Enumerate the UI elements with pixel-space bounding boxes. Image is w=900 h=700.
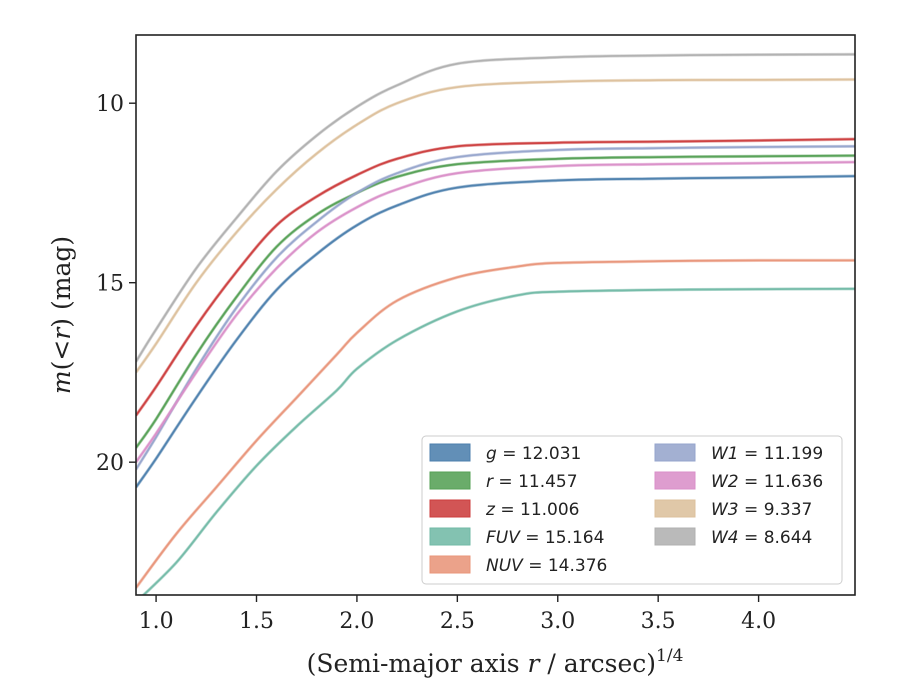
y-tick-label: 20 — [96, 451, 124, 476]
legend-swatch — [429, 527, 471, 546]
legend-item-w1: W1 = 11.199 — [654, 443, 823, 464]
legend-swatch — [654, 471, 696, 490]
legend: g = 12.031 r = 11.457 z = 11.006 FUV = 15.1… — [421, 435, 843, 585]
legend-item-fuv: FUV = 15.164 — [429, 527, 604, 548]
y-axis-label: m(<r) (mag) — [47, 236, 76, 394]
plot-curves — [136, 52, 855, 595]
legend-label: z = 11.006 — [485, 500, 579, 520]
legend-label: g = 12.031 — [486, 444, 581, 464]
x-tick-label: 4.0 — [741, 609, 776, 634]
legend-label: W1 = 11.199 — [711, 444, 823, 464]
legend-label: NUV = 14.376 — [486, 556, 607, 576]
plot-frame — [135, 34, 856, 596]
x-axis-label: (Semi-major axis r / arcsec)1/4 — [307, 646, 684, 678]
legend-label: W3 = 9.337 — [711, 500, 812, 520]
legend-item-r: r = 11.457 — [429, 471, 578, 492]
curve-z — [136, 138, 855, 417]
x-tick-label: 3.0 — [540, 609, 575, 634]
legend-item-w3: W3 = 9.337 — [654, 499, 812, 520]
x-tick-label: 3.5 — [641, 609, 676, 634]
curve-nuv — [136, 259, 855, 589]
legend-swatch — [429, 471, 471, 490]
legend-label: W4 = 8.644 — [711, 528, 812, 548]
legend-item-z: z = 11.006 — [429, 499, 579, 520]
y-axis: 10 15 20 — [96, 92, 136, 476]
legend-swatch — [654, 499, 696, 518]
x-tick-label: 1.5 — [239, 609, 274, 634]
legend-item-nuv: NUV = 14.376 — [429, 555, 607, 576]
legend-swatch — [654, 527, 696, 546]
x-tick-label: 1.0 — [139, 609, 174, 634]
legend-label: FUV = 15.164 — [486, 528, 604, 548]
legend-label: r = 11.457 — [486, 472, 578, 492]
legend-swatch — [429, 499, 471, 518]
curve-fuv — [142, 287, 855, 595]
legend-item-w2: W2 = 11.636 — [654, 471, 823, 492]
y-tick-label: 15 — [96, 272, 124, 297]
curve-w2 — [136, 161, 855, 463]
legend-item-w4: W4 = 8.644 — [654, 527, 812, 548]
y-tick-label: 10 — [96, 92, 124, 117]
legend-item-g: g = 12.031 — [429, 443, 581, 464]
curve-w1 — [136, 145, 855, 470]
x-tick-label: 2.5 — [440, 609, 475, 634]
curve-w3 — [136, 78, 855, 373]
curve-r — [136, 154, 855, 449]
legend-swatch — [429, 555, 471, 574]
x-tick-label: 2.0 — [339, 609, 374, 634]
curve-band-z — [136, 137, 855, 417]
legend-swatch — [654, 443, 696, 462]
legend-box — [421, 435, 843, 585]
curve-band-r — [136, 154, 855, 449]
legend-label: W2 = 11.636 — [711, 472, 823, 492]
curve-g — [136, 175, 855, 488]
legend-swatch — [429, 443, 471, 462]
curve-w4 — [136, 53, 855, 363]
x-axis: 1.0 1.5 2.0 2.5 3.0 3.5 4.0 — [139, 595, 776, 634]
